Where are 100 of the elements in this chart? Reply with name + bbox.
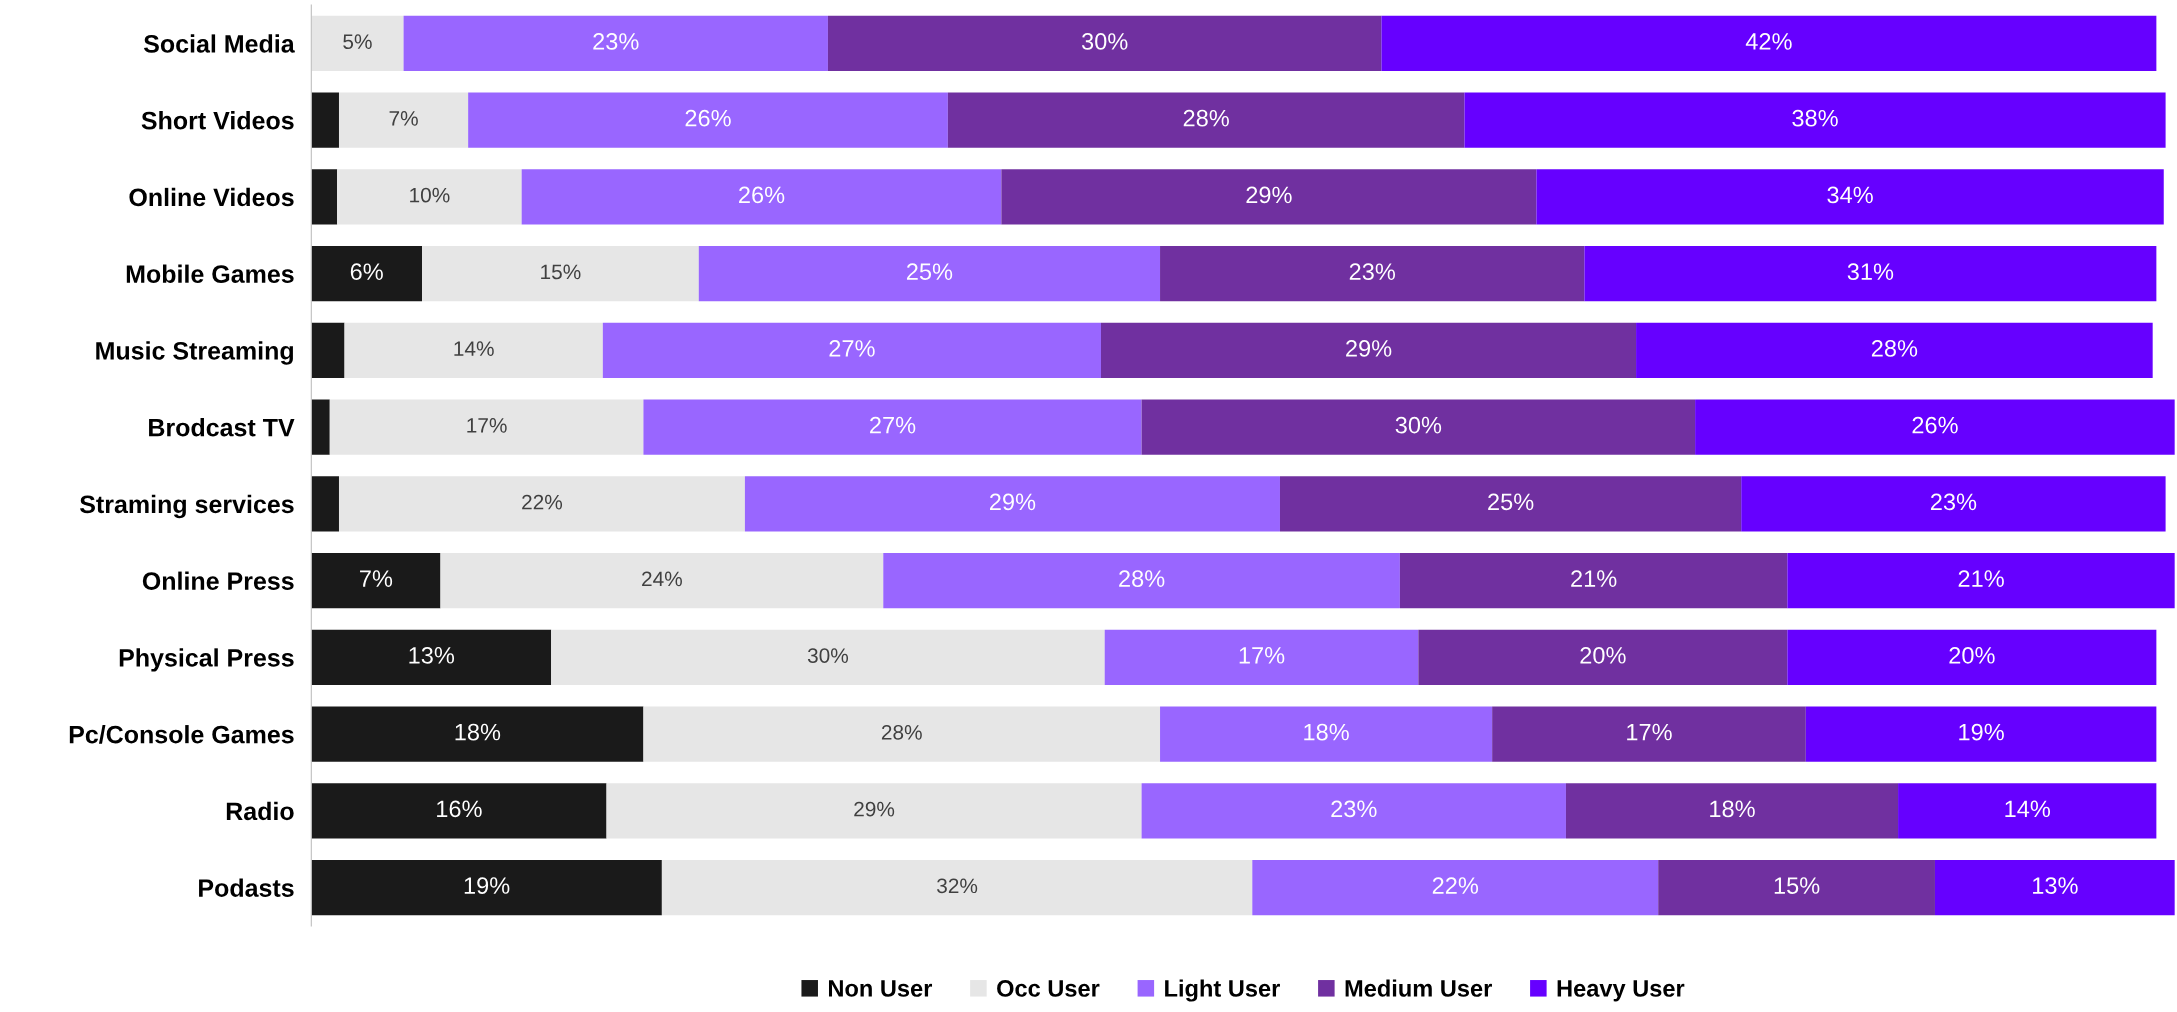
bar [403, 15, 828, 72]
data-label: 22% [522, 494, 563, 510]
data-label: 20% [1949, 647, 1995, 664]
bar [311, 246, 423, 302]
bar [661, 859, 1253, 916]
y-tick-label: Pc/Console Games [69, 725, 294, 744]
data-label: 19% [1959, 723, 2004, 741]
bar [602, 322, 1101, 379]
bar [1787, 553, 2175, 609]
data-label: 15% [1774, 877, 1820, 894]
bar [311, 169, 338, 225]
data-label: 42% [1745, 33, 1792, 50]
bar [1399, 553, 1788, 609]
bar [1160, 246, 1585, 302]
data-label: 29% [1246, 186, 1292, 204]
data-label: 21% [1571, 570, 1617, 587]
y-tick-label: Social Media [143, 34, 295, 53]
data-label: 18% [455, 723, 501, 741]
bar [1658, 859, 1935, 916]
data-label: 26% [685, 109, 731, 127]
data-label: 27% [829, 340, 875, 357]
data-label: 24% [642, 571, 682, 587]
data-label: 25% [906, 263, 953, 280]
bar [1101, 322, 1637, 379]
data-label: 7% [389, 111, 418, 126]
bar [440, 553, 884, 609]
bar [698, 246, 1161, 302]
bar [338, 476, 745, 532]
bar [1464, 92, 2166, 148]
data-label: 31% [1847, 263, 1894, 280]
bar [1279, 476, 1742, 532]
legend-label: Light User [1165, 979, 1280, 1002]
data-label: 28% [1871, 340, 1918, 357]
bar [311, 859, 662, 916]
data-label: 14% [454, 341, 494, 356]
data-label: 17% [1627, 723, 1672, 741]
bar [744, 476, 1280, 532]
data-label: 25% [1488, 493, 1534, 511]
y-tick-label: Music Streaming [96, 341, 293, 365]
data-label: 13% [409, 647, 455, 664]
bar [883, 553, 1400, 609]
data-label: 34% [1827, 186, 1873, 204]
data-label: 21% [1958, 570, 2004, 587]
bar [422, 246, 699, 302]
data-label: 15% [541, 264, 581, 280]
data-label: 27% [870, 416, 916, 434]
data-label: 18% [1710, 800, 1755, 818]
data-label: 28% [881, 724, 922, 740]
bar [338, 92, 469, 148]
data-label: 38% [1792, 109, 1838, 127]
data-label: 6% [350, 263, 383, 280]
y-tick-label: Podasts [199, 878, 294, 897]
bar [1001, 169, 1537, 225]
legend-label: Medium User [1345, 979, 1492, 997]
data-label: 20% [1580, 647, 1626, 664]
bar [551, 629, 1105, 686]
data-label: 26% [739, 186, 785, 204]
bar [1805, 706, 2157, 762]
data-label: 19% [464, 877, 510, 894]
bar [1492, 706, 1806, 762]
data-label: 13% [2033, 877, 2078, 894]
data-label: 18% [1304, 723, 1349, 741]
bar [344, 322, 603, 379]
data-label: 32% [937, 878, 978, 894]
data-label: 10% [410, 187, 450, 203]
data-label: 28% [1119, 570, 1165, 587]
bar [1787, 629, 2157, 686]
y-tick-label: Radio [226, 801, 294, 821]
bar [311, 15, 404, 72]
bar [311, 322, 345, 379]
bar [1741, 476, 2166, 532]
bar [1898, 783, 2157, 839]
bar [1565, 783, 1899, 839]
data-label: 23% [1331, 800, 1377, 818]
bar [827, 15, 1382, 72]
bar [521, 169, 1002, 225]
data-label: 30% [1395, 416, 1442, 434]
bar [947, 92, 1465, 148]
bar [1252, 859, 1659, 916]
bar [311, 629, 552, 686]
bar [337, 169, 522, 225]
bar [1584, 246, 2157, 302]
y-tick-label: Straming services [79, 494, 294, 519]
data-label: 14% [2005, 800, 2051, 818]
legend-label: Occ User [997, 980, 1100, 997]
legend-label: Non User [828, 980, 933, 997]
data-label: 29% [1346, 340, 1392, 357]
bar [1104, 629, 1419, 686]
data-label: 16% [437, 800, 482, 818]
data-label: 7% [360, 570, 393, 587]
bar [311, 783, 607, 839]
y-tick-label: Online Press [142, 571, 294, 590]
y-tick-label: Online Videos [129, 187, 294, 207]
bar [1934, 859, 2175, 916]
bar [643, 399, 1142, 455]
bar [311, 476, 339, 532]
bar [1141, 783, 1566, 839]
y-tick-label: Short Videos [141, 111, 294, 130]
bar [468, 92, 948, 148]
data-label: 29% [989, 493, 1036, 511]
